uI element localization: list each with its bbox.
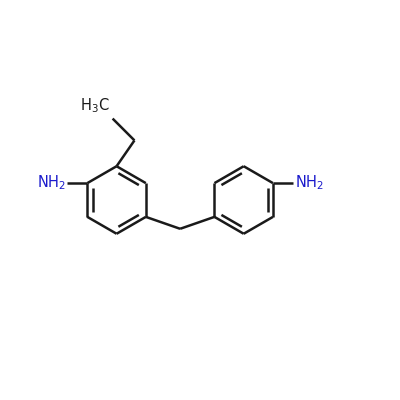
Text: H$_3$C: H$_3$C xyxy=(80,97,110,115)
Text: NH$_2$: NH$_2$ xyxy=(36,174,66,192)
Text: NH$_2$: NH$_2$ xyxy=(295,174,324,192)
